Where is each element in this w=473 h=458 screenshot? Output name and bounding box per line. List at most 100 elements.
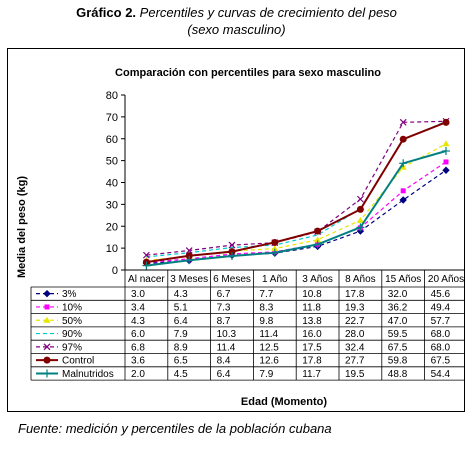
- data-label: 36.2: [388, 302, 408, 313]
- legend-key-marker: [43, 316, 51, 323]
- data-label: 6.4: [174, 316, 188, 327]
- data-label: 19.5: [345, 369, 365, 380]
- figure-caption-line1: Percentiles y curvas de crecimiento del …: [139, 5, 397, 20]
- data-label: 8.9: [174, 342, 188, 353]
- data-point: [271, 238, 279, 246]
- data-label: 3.6: [131, 356, 145, 367]
- data-label: 17.8: [345, 289, 365, 300]
- data-label: 7.3: [217, 302, 231, 313]
- data-label: 7.9: [174, 329, 188, 340]
- data-point: [442, 147, 450, 155]
- data-point: [399, 118, 407, 126]
- data-label: 54.4: [431, 369, 451, 380]
- data-label: 48.8: [388, 369, 408, 380]
- data-label: 68.0: [431, 342, 451, 353]
- data-label: 59.5: [388, 329, 408, 340]
- legend-key-marker: [43, 356, 51, 364]
- x-tick-label: 3 Años: [302, 274, 333, 285]
- data-label: 67.5: [431, 356, 451, 367]
- data-label: 45.6: [431, 289, 451, 300]
- data-point: [185, 256, 194, 265]
- legend-entry: 3%: [62, 289, 77, 300]
- figure-source: Fuente: medición y percentiles de la pob…: [18, 421, 332, 436]
- data-label: 17.8: [302, 356, 322, 367]
- y-tick-label: 50: [106, 156, 118, 168]
- y-axis-label: Media del peso (kg): [16, 176, 28, 278]
- data-label: 32.4: [345, 342, 365, 353]
- x-tick-label: 3 Meses: [170, 274, 208, 285]
- data-label: 22.7: [345, 316, 365, 327]
- data-label: 27.7: [345, 356, 365, 367]
- data-point: [271, 245, 279, 252]
- data-point: [313, 240, 322, 249]
- data-label: 3.0: [131, 289, 145, 300]
- data-label: 6.7: [217, 289, 231, 300]
- data-label: 7.9: [259, 369, 273, 380]
- data-label: 49.4: [431, 302, 451, 313]
- data-label: 5.1: [174, 302, 188, 313]
- data-label: 4.5: [174, 369, 188, 380]
- data-label: 8.7: [217, 316, 231, 327]
- data-label: 10.8: [302, 289, 322, 300]
- data-point: [270, 248, 279, 257]
- data-point: [228, 248, 236, 256]
- data-label: 13.8: [302, 316, 322, 327]
- y-tick-label: 40: [106, 178, 118, 190]
- data-point: [400, 188, 406, 194]
- data-label: 17.5: [302, 342, 322, 353]
- data-label: 32.0: [388, 289, 408, 300]
- legend-entry: Control: [62, 356, 94, 367]
- plot-area: 0 10 20 30 40 50 60 70 80: [106, 90, 464, 277]
- data-point: [442, 166, 450, 174]
- data-label: 47.0: [388, 316, 408, 327]
- figure-title: Gráfico 2. Percentiles y curvas de creci…: [0, 4, 473, 38]
- figure-caption-line2: (sexo masculino): [187, 22, 286, 37]
- figure-label: Gráfico 2.: [76, 5, 137, 20]
- x-tick-label: 15 Años: [385, 274, 421, 285]
- data-point: [185, 252, 193, 260]
- y-tick-label: 20: [106, 221, 118, 233]
- legend-entry: 97%: [62, 342, 82, 353]
- y-tick-label: 80: [106, 90, 118, 102]
- data-label: 4.3: [174, 289, 188, 300]
- y-tick-label: 10: [106, 243, 118, 255]
- data-label: 12.6: [259, 356, 279, 367]
- data-point: [399, 196, 407, 204]
- data-label: 7.7: [259, 289, 273, 300]
- data-table: Al nacer 3 Meses 6 Meses 1 Año 3 Años 8 Años 1…: [30, 270, 464, 381]
- data-label: 67.5: [388, 342, 408, 353]
- series-line: [146, 150, 447, 267]
- data-point: [399, 135, 407, 143]
- data-label: 6.4: [217, 369, 231, 380]
- data-label: 11.4: [259, 329, 278, 340]
- x-tick-label: 1 Año: [262, 274, 288, 285]
- y-tick-label: 70: [106, 112, 118, 124]
- legend-entry: 50%: [62, 316, 82, 327]
- data-label: 6.8: [131, 342, 145, 353]
- data-label: 6.5: [174, 356, 188, 367]
- data-label: 2.0: [131, 369, 145, 380]
- data-label: 12.5: [259, 342, 279, 353]
- data-point: [442, 118, 450, 126]
- series-line: [146, 120, 447, 256]
- chart: Comparación con percentiles para sexo ma…: [16, 67, 464, 408]
- legend-key-marker: [43, 369, 51, 378]
- legend-entry: Malnutridos: [62, 369, 114, 380]
- data-point: [356, 195, 364, 203]
- series-line: [146, 121, 447, 264]
- data-label: 10.3: [217, 329, 237, 340]
- data-label: 16.0: [302, 329, 322, 340]
- x-axis-label: Edad (Momento): [241, 396, 327, 408]
- x-tick-label: 8 Años: [345, 274, 376, 285]
- data-point: [185, 247, 193, 254]
- x-tick-label: 6 Meses: [213, 274, 251, 285]
- data-point: [314, 236, 322, 243]
- legend-entry: 90%: [62, 329, 82, 340]
- y-tick-label: 30: [106, 199, 118, 211]
- chart-title: Comparación con percentiles para sexo ma…: [115, 67, 381, 79]
- x-tick-label: 20 Años: [428, 274, 464, 285]
- data-label: 57.7: [431, 316, 451, 327]
- data-point: [356, 205, 364, 213]
- data-point: [399, 159, 408, 168]
- data-label: 28.0: [345, 329, 365, 340]
